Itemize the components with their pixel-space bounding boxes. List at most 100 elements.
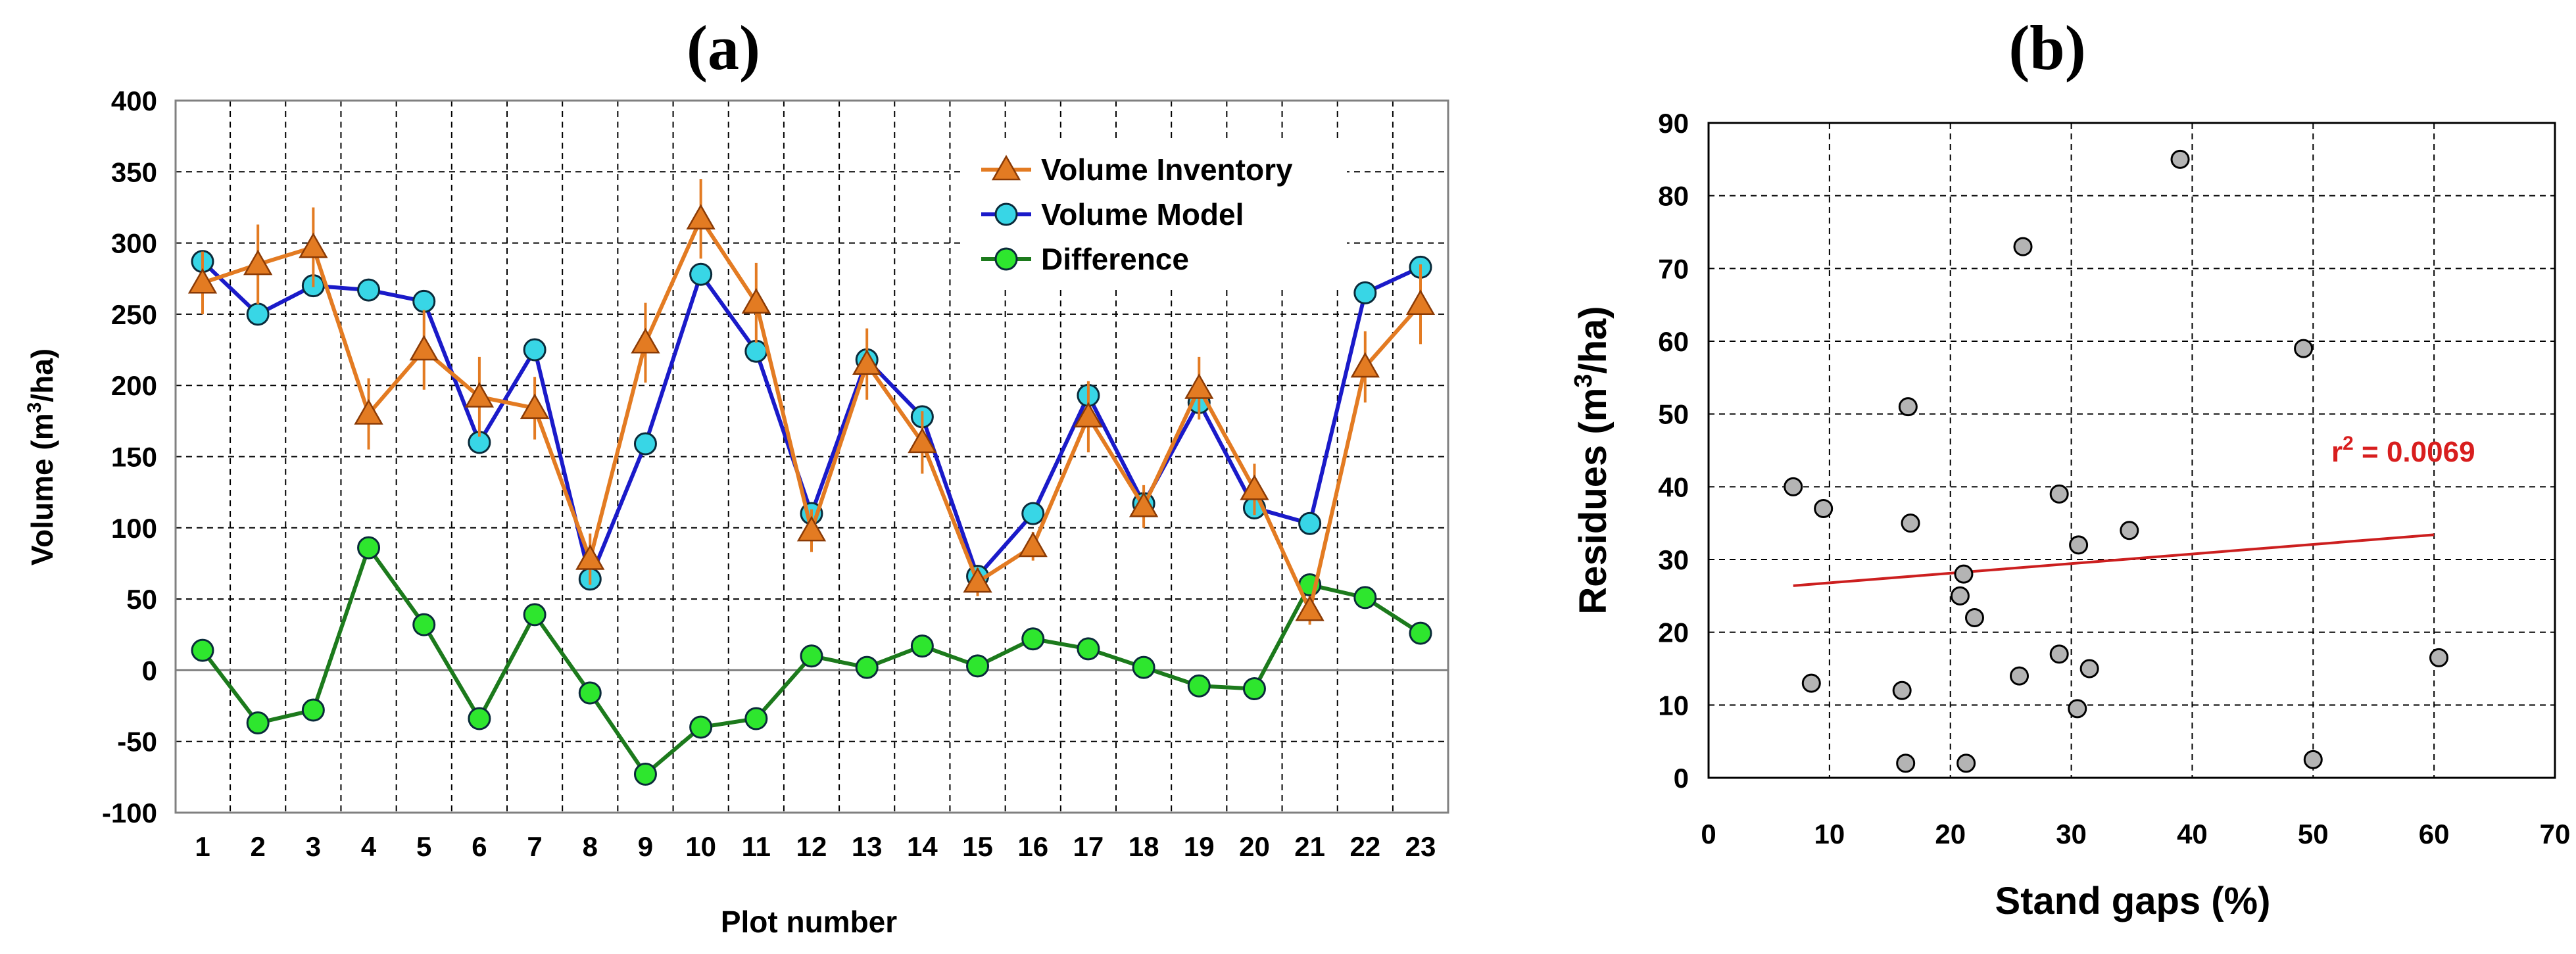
trendline bbox=[1793, 533, 2435, 587]
y-tick-label: 10 bbox=[1658, 690, 1689, 721]
data-point bbox=[357, 278, 381, 302]
data-point bbox=[689, 715, 713, 739]
x-tick-label: 20 bbox=[1935, 819, 1966, 849]
x-tick-label: 14 bbox=[907, 831, 938, 862]
data-point bbox=[686, 204, 716, 230]
y-tick-label: -100 bbox=[102, 798, 157, 828]
data-point bbox=[1129, 491, 1159, 517]
y-tick-label: 300 bbox=[111, 228, 157, 259]
x-tick-label: 50 bbox=[2298, 819, 2329, 849]
data-point bbox=[575, 544, 605, 570]
x-tick-label: 1 bbox=[195, 831, 210, 862]
y-axis-title-a-end: /ha) bbox=[25, 348, 59, 402]
data-point bbox=[354, 399, 383, 425]
scatter-point bbox=[1954, 564, 1974, 584]
y-axis-title-a: Volume (m3/ha) bbox=[24, 348, 59, 565]
data-point bbox=[1018, 531, 1048, 558]
data-point bbox=[1295, 595, 1324, 621]
scatter-point bbox=[2013, 237, 2033, 256]
data-point bbox=[1132, 656, 1155, 679]
x-tick-label: 23 bbox=[1405, 831, 1436, 862]
data-point bbox=[1298, 512, 1322, 535]
scatter-point bbox=[2170, 149, 2190, 169]
x-tick-label: 8 bbox=[583, 831, 598, 862]
panel-label-a: (a) bbox=[687, 12, 760, 83]
data-point bbox=[1073, 402, 1104, 428]
data-point bbox=[409, 335, 439, 361]
data-point bbox=[631, 327, 660, 354]
data-point bbox=[633, 432, 657, 456]
scatter-point bbox=[2049, 644, 2069, 664]
scatter-point bbox=[1814, 499, 1834, 519]
data-point bbox=[412, 613, 436, 636]
x-tick-label: 10 bbox=[1814, 819, 1845, 849]
y-tick-label: 0 bbox=[142, 655, 157, 686]
x-tick-labels-b: 0 10 20 30 40 50 60 70 bbox=[1701, 819, 2570, 849]
data-point bbox=[523, 603, 547, 627]
data-point bbox=[243, 249, 273, 275]
data-point bbox=[800, 644, 823, 668]
data-point bbox=[1021, 627, 1045, 651]
y-tick-label: 50 bbox=[126, 584, 157, 615]
legend-marker bbox=[994, 203, 1018, 226]
y-tick-label: 150 bbox=[111, 442, 157, 473]
y-tick-label: 50 bbox=[1658, 399, 1689, 430]
y-tick-label: 100 bbox=[111, 513, 157, 544]
y-tick-label: 70 bbox=[1658, 253, 1689, 284]
y-tick-label: 0 bbox=[1674, 763, 1689, 794]
scatter-point bbox=[1892, 680, 1912, 700]
y-axis-title-a-sup: 3 bbox=[24, 402, 45, 414]
data-point bbox=[689, 262, 713, 286]
data-point bbox=[246, 302, 270, 326]
y-tick-label: 350 bbox=[111, 156, 157, 187]
y-tick-label: 200 bbox=[111, 370, 157, 401]
data-point bbox=[1240, 474, 1269, 500]
x-tick-label: 19 bbox=[1184, 831, 1215, 862]
r-squared-annotation: r2 = 0.0069 bbox=[2331, 433, 2475, 468]
data-point bbox=[523, 338, 547, 362]
y-tick-labels-a: -100 -50 0 50 100 150 200 250 300 350 400 bbox=[102, 85, 157, 828]
data-point bbox=[246, 711, 270, 735]
data-point bbox=[1353, 586, 1377, 609]
y-tick-label: 250 bbox=[111, 299, 157, 330]
data-point bbox=[299, 232, 328, 258]
x-tick-label: 22 bbox=[1349, 831, 1380, 862]
series-b bbox=[1784, 149, 2448, 773]
x-tick-label: 2 bbox=[251, 831, 266, 862]
y-tick-label: 400 bbox=[111, 85, 157, 116]
scatter-point bbox=[1801, 673, 1821, 693]
data-point bbox=[908, 427, 937, 454]
scatter-point bbox=[1950, 586, 1970, 606]
x-tick-label: 12 bbox=[796, 831, 827, 862]
y-tick-label: 20 bbox=[1658, 617, 1689, 648]
data-point bbox=[1187, 674, 1211, 698]
data-point bbox=[412, 289, 436, 313]
plot-frame-b bbox=[1707, 122, 2556, 779]
y-tick-labels-b: 0 10 20 30 40 50 60 70 80 90 bbox=[1658, 108, 1689, 794]
scatter-point bbox=[1956, 753, 1976, 773]
x-tick-label: 20 bbox=[1239, 831, 1270, 862]
r-squared-end: = 0.0069 bbox=[2354, 436, 2475, 468]
series-volume-inventory bbox=[187, 179, 1436, 625]
legend-marker bbox=[994, 247, 1018, 271]
x-tick-label: 0 bbox=[1701, 819, 1716, 849]
x-tick-label: 6 bbox=[472, 831, 487, 862]
x-tick-label: 15 bbox=[962, 831, 993, 862]
x-tick-label: 18 bbox=[1129, 831, 1159, 862]
scatter-point bbox=[2079, 659, 2099, 679]
data-point bbox=[1409, 621, 1432, 645]
data-point bbox=[468, 707, 491, 730]
r-squared-main: r bbox=[2331, 436, 2343, 468]
data-point bbox=[1077, 637, 1100, 661]
x-tick-label: 10 bbox=[685, 831, 716, 862]
x-tick-labels-a: 1 2 3 4 5 6 7 8 9 10 11 12 13 14 15 16 17 18 19 20 21 22 23 bbox=[195, 831, 1436, 862]
scatter-point bbox=[1784, 477, 1803, 496]
y-tick-label: -50 bbox=[117, 727, 157, 757]
y-axis-title-a-main: Volume (m bbox=[25, 413, 59, 565]
panel-label-b: (b) bbox=[2008, 12, 2085, 83]
data-point bbox=[910, 634, 934, 658]
x-tick-label: 13 bbox=[852, 831, 883, 862]
legend-a: Volume Inventory Volume Model Difference bbox=[961, 143, 1347, 288]
data-point bbox=[1353, 281, 1377, 304]
legend-label: Difference bbox=[1041, 242, 1189, 276]
